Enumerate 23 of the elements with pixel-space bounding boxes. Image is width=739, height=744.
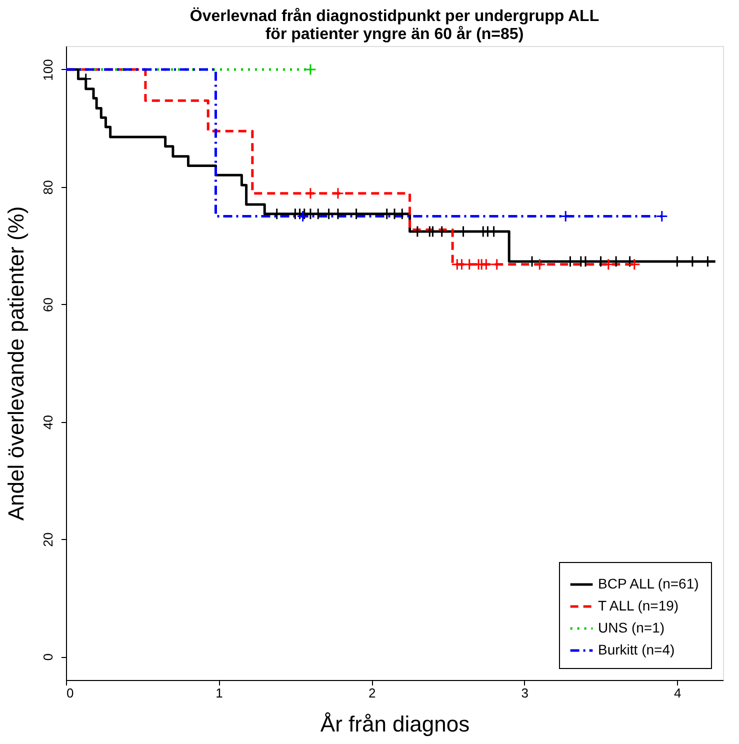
x-axis-title: År från diagnos <box>320 712 470 736</box>
x-tick-label: 3 <box>521 686 528 700</box>
x-tick-label: 2 <box>368 686 376 700</box>
point <box>656 210 668 222</box>
y-tick-label: 40 <box>40 414 56 430</box>
point <box>628 258 640 270</box>
legend-label: T ALL (n=19) <box>598 598 679 614</box>
x-tick-label: 0 <box>66 686 74 700</box>
y-tick-label: 60 <box>40 298 56 312</box>
y-tick-label: 20 <box>40 532 56 547</box>
y-tick-label: 80 <box>40 180 56 195</box>
x-tick-label: 1 <box>216 686 223 700</box>
point <box>296 210 309 222</box>
y-tick-label: 0 <box>40 653 56 661</box>
y-axis-title: Andel överlevande patienter (%) <box>4 206 28 521</box>
chart-title: Överlevnad från diagnostidpunkt per undergrupp ALL för patienter yngre än 60 år (n=85) <box>190 7 600 43</box>
point <box>534 258 546 270</box>
legend-label: Burkitt (n=4) <box>598 642 675 658</box>
legend-label: UNS (n=1) <box>598 620 665 636</box>
x-tick-label: 4 <box>674 686 682 700</box>
point <box>304 187 316 200</box>
legend-label: BCP ALL (n=61) <box>598 576 699 592</box>
y-tick-label: 100 <box>40 59 56 81</box>
